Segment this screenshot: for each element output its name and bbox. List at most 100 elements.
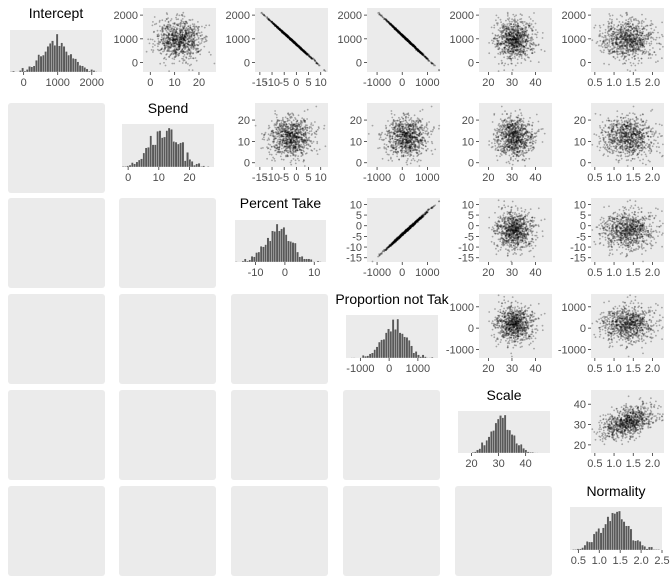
point-0-1-374 <box>167 40 170 43</box>
hist-bar-0-25 <box>67 54 70 73</box>
hist-bar-1-8 <box>140 158 143 168</box>
point-0-5-328 <box>645 40 648 43</box>
point-0-1-812 <box>187 51 190 53</box>
point-0-2-898 <box>281 31 284 34</box>
point-0-4-898 <box>510 31 512 34</box>
point-0-5-102 <box>653 51 656 53</box>
point-0-5-0 <box>648 42 651 45</box>
point-0-1-191 <box>186 38 189 41</box>
point-0-4-170 <box>500 59 503 62</box>
point-0-1-128 <box>183 22 186 25</box>
point-0-5-702 <box>625 50 628 52</box>
point-0-4-762 <box>510 23 513 26</box>
point-0-1-290 <box>156 35 159 38</box>
point-0-4-812 <box>501 51 503 53</box>
point-0-3-856 <box>390 23 392 26</box>
point-0-1-898 <box>185 31 188 34</box>
point-0-4-830 <box>512 42 515 44</box>
hist-bar-1-5 <box>133 163 136 168</box>
point-0-1-857 <box>190 52 193 54</box>
point-0-1-234 <box>173 39 176 42</box>
point-0-1-328 <box>188 40 191 43</box>
point-0-1-43 <box>195 48 198 51</box>
point-0-1-544 <box>179 25 182 28</box>
point-0-1-845 <box>182 11 185 14</box>
point-0-1-626 <box>167 45 169 48</box>
hist-bar-1-3 <box>128 164 132 168</box>
point-0-1-97 <box>168 55 170 58</box>
point-0-1-163 <box>189 30 191 33</box>
point-0-4-871 <box>530 36 533 38</box>
point-0-2-886 <box>284 33 286 36</box>
point-1-2-260 <box>316 128 319 131</box>
point-0-1-363 <box>183 44 185 47</box>
point-0-4-766 <box>494 43 496 46</box>
point-0-4-94 <box>506 15 509 17</box>
point-0-1-286 <box>187 36 190 39</box>
point-0-5-711 <box>629 61 632 64</box>
point-0-5-224 <box>652 47 654 49</box>
point-0-1-103 <box>174 39 177 42</box>
point-0-5-724 <box>610 22 613 25</box>
point-0-1-320 <box>180 40 183 43</box>
point-0-1-752 <box>151 46 154 48</box>
point-0-5-543 <box>602 40 605 43</box>
point-0-1-13 <box>167 37 169 40</box>
point-0-1-98 <box>191 45 193 47</box>
point-0-5-549 <box>628 48 631 51</box>
point-0-5-101 <box>653 29 656 31</box>
point-0-5-815 <box>617 24 620 27</box>
point-0-1-369 <box>185 61 188 63</box>
point-0-1-152 <box>179 31 182 34</box>
point-0-4-856 <box>525 23 527 26</box>
point-0-1-603 <box>188 55 191 58</box>
point-0-4-334 <box>497 52 500 55</box>
point-0-1-267 <box>167 47 170 49</box>
point-0-1-496 <box>162 26 164 29</box>
hist-bar-1-22 <box>172 141 176 168</box>
point-0-5-722 <box>608 40 611 43</box>
point-0-1-293 <box>172 40 175 43</box>
point-0-1-759 <box>173 23 176 26</box>
point-0-4-608 <box>532 20 534 22</box>
point-0-1-206 <box>152 31 155 34</box>
point-0-5-751 <box>608 53 611 55</box>
point-0-5-879 <box>626 47 628 49</box>
point-0-4-727 <box>511 20 513 23</box>
point-0-4-829 <box>512 29 515 32</box>
point-0-1-195 <box>177 37 180 40</box>
point-0-1-630 <box>164 38 166 40</box>
hist-bar-0-23 <box>62 46 66 73</box>
hist-bar-0-29 <box>76 61 80 73</box>
point-0-5-889 <box>611 14 614 17</box>
point-0-5-619 <box>645 38 647 41</box>
point-0-1-628 <box>197 44 200 46</box>
point-0-4-225 <box>499 27 502 29</box>
point-0-5-787 <box>661 57 663 60</box>
point-0-1-292 <box>191 41 194 43</box>
point-0-1-0 <box>170 42 173 45</box>
point-0-4-695 <box>501 32 503 35</box>
ytick-label-0-3-2: 2000 <box>338 10 362 22</box>
point-0-1-847 <box>179 28 182 30</box>
point-0-1-895 <box>168 34 171 36</box>
point-0-1-321 <box>168 42 171 45</box>
point-0-1-355 <box>170 46 172 49</box>
point-0-1-477 <box>185 27 188 29</box>
hist-bar-0-34 <box>88 70 91 73</box>
point-0-1-283 <box>166 42 169 45</box>
point-0-5-660 <box>638 43 641 46</box>
point-1-2-226 <box>294 117 296 119</box>
point-0-1-118 <box>191 44 194 47</box>
point-0-1-714 <box>174 35 177 38</box>
point-0-4-335 <box>491 39 493 42</box>
point-0-1-270 <box>159 62 162 65</box>
point-0-5-199 <box>655 36 658 39</box>
point-0-4-860 <box>514 36 517 39</box>
point-0-5-655 <box>604 46 607 49</box>
point-0-1-427 <box>169 26 172 28</box>
point-0-1-232 <box>191 23 194 25</box>
point-0-4-892 <box>508 36 510 39</box>
point-0-5-784 <box>620 55 623 58</box>
point-0-3-845 <box>378 11 381 14</box>
